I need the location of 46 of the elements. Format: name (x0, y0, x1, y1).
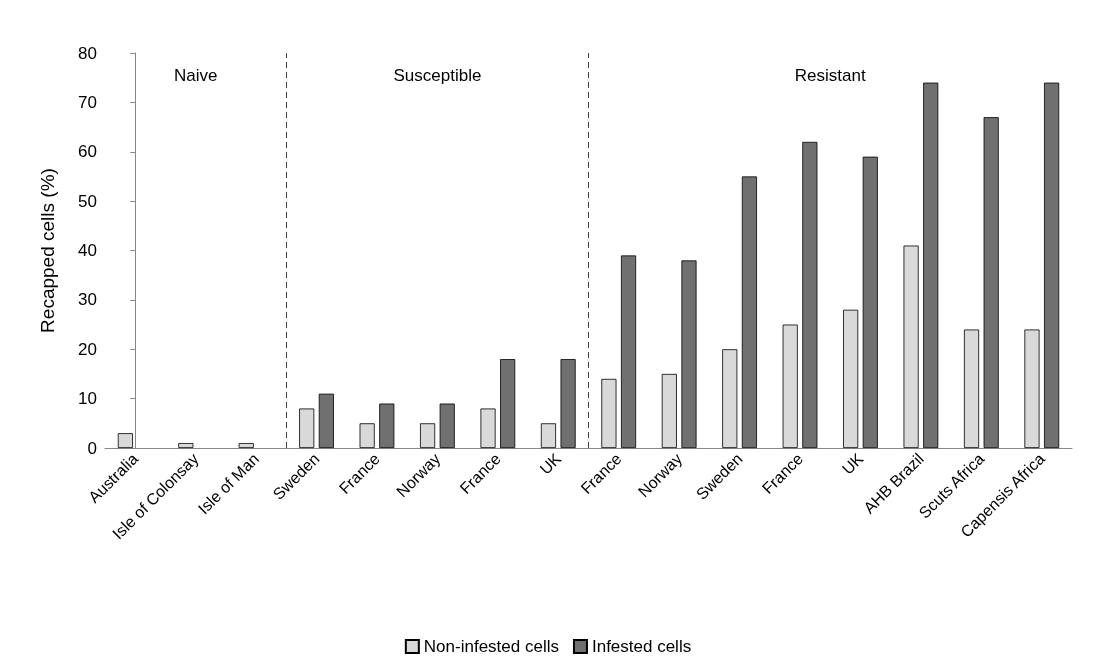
bar (903, 245, 919, 448)
bar (843, 309, 859, 448)
y-tick-label: 50 (78, 191, 97, 211)
bar (117, 433, 133, 448)
legend-label: Non-infested cells (423, 637, 559, 656)
bar (238, 443, 254, 448)
bar (923, 82, 939, 448)
bar (681, 260, 697, 448)
y-tick-label: 40 (78, 241, 97, 260)
y-tick-label: 20 (78, 339, 97, 359)
bar (299, 408, 315, 448)
bar (318, 393, 334, 448)
bar (722, 349, 738, 448)
y-tick-label: 80 (78, 43, 97, 63)
bar (439, 403, 455, 448)
bar (379, 403, 395, 448)
y-axis-title: Recapped cells (%) (37, 168, 58, 333)
x-tick-label: UK (536, 449, 565, 478)
bar (620, 255, 637, 448)
y-tick-label: 10 (78, 389, 97, 409)
x-tick-label: UK (838, 449, 867, 478)
bar (782, 324, 798, 448)
legend-label: Infested cells (591, 637, 692, 656)
bar (983, 117, 999, 448)
bar (963, 329, 980, 448)
bar (862, 156, 878, 448)
bar (540, 423, 557, 448)
y-tick-label: 0 (87, 438, 97, 458)
y-tick-label: 30 (78, 290, 97, 310)
bar (178, 443, 194, 448)
bar (741, 176, 757, 448)
bar (480, 408, 496, 448)
bar (661, 373, 677, 448)
bar (420, 423, 436, 448)
y-tick-label: 60 (78, 142, 97, 162)
bar (1044, 82, 1060, 448)
bar (359, 423, 375, 448)
bar (560, 359, 576, 448)
bar (1024, 329, 1040, 448)
bar (802, 141, 818, 448)
annotation: Naive (173, 66, 218, 85)
annotation: Susceptible (393, 66, 482, 85)
bar (500, 359, 516, 448)
bar (601, 378, 617, 448)
y-tick-label: 70 (78, 92, 97, 112)
annotation: Resistant (794, 66, 866, 85)
